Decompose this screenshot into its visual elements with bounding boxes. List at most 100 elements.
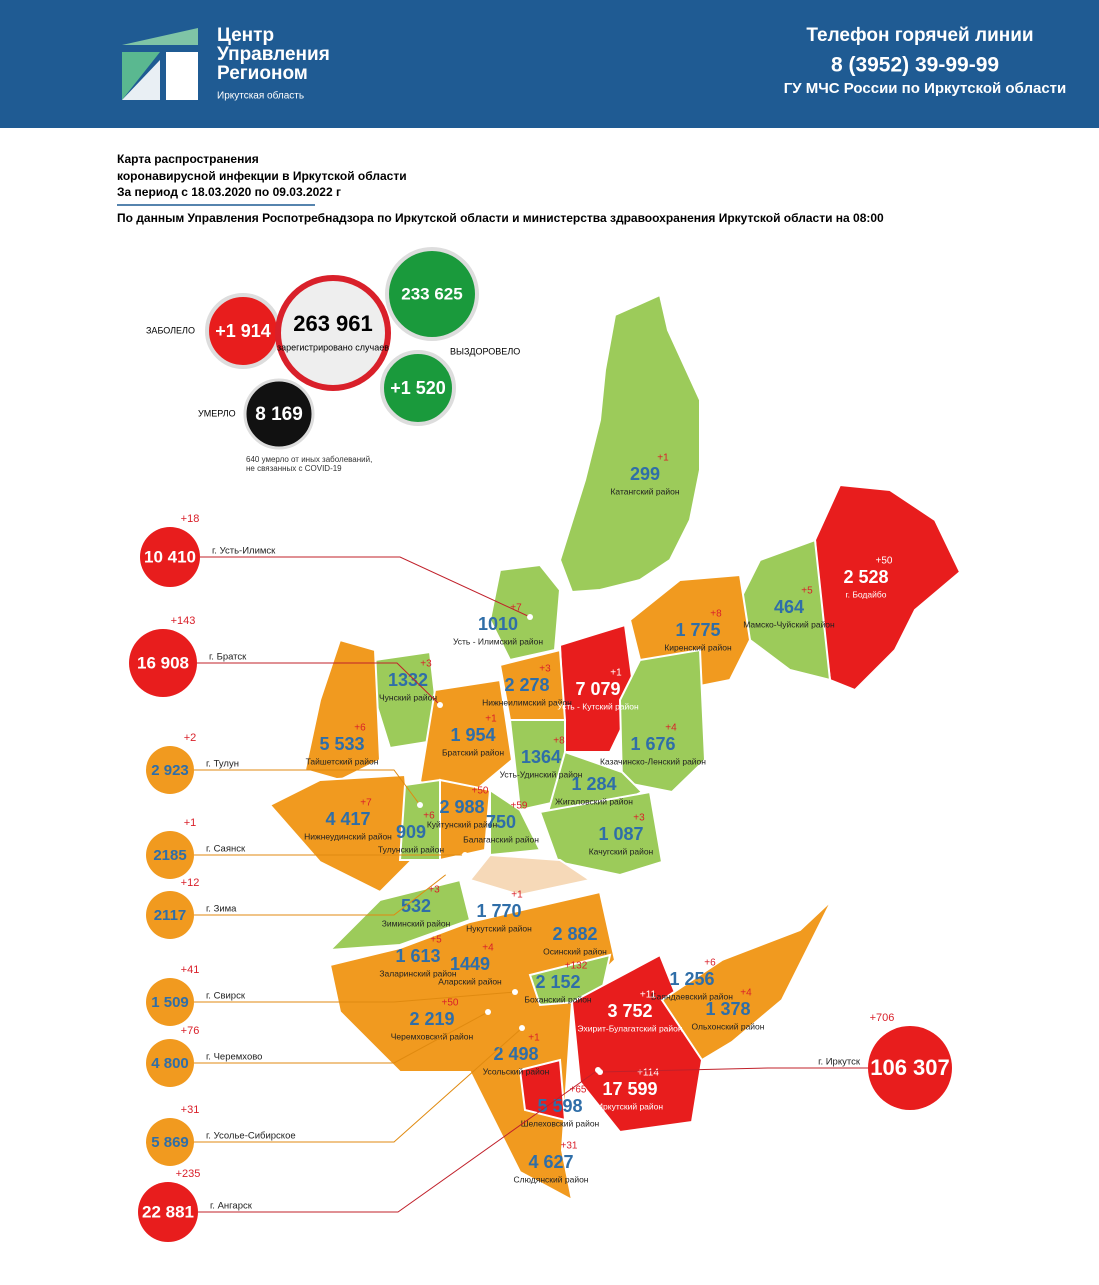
region-delta: +1 (485, 714, 497, 725)
region-delta: +4 (665, 723, 677, 734)
region-name: Боханский район (524, 994, 592, 1004)
label: УМЕРЛО (198, 408, 236, 418)
region-name: Казачинско-Ленский район (600, 756, 706, 766)
region-name: Нукутский район (466, 923, 532, 933)
region-value: 1449 (450, 954, 490, 974)
region-delta: +3 (420, 659, 432, 670)
recovered: 233 625 (401, 284, 462, 303)
hotline-phone: 8 (3952) 39-99-99 (831, 54, 999, 77)
region-name: г. Бодайбо (846, 589, 887, 599)
city-delta: +1 (184, 817, 197, 829)
region-value: 1 775 (675, 620, 720, 640)
died-note-box: 640 умерло от иных заболеваний, не связа… (246, 455, 373, 473)
logo-text: Регионом (217, 63, 308, 84)
died-note: 640 умерло от иных заболеваний, не связа… (246, 455, 373, 473)
region-value: 1364 (521, 747, 561, 767)
region-delta: +1 (657, 453, 669, 464)
total-circle (275, 275, 391, 391)
city-circle (146, 746, 194, 794)
recovered-circle (385, 247, 479, 341)
region-name: Заларинский район (379, 968, 456, 978)
leader-line (194, 1027, 523, 1143)
city-circle (140, 527, 200, 587)
region-name: Усть - Кутский район (557, 701, 639, 711)
hotline-title: Телефон горячей линии (806, 25, 1033, 46)
logo-sub: Иркутская область (217, 90, 304, 102)
region-value: 2 152 (535, 972, 580, 992)
hotline-org: ГУ МЧС России по Иркутской области (784, 80, 1066, 97)
city-delta: +12 (181, 877, 200, 889)
city-delta: +41 (181, 964, 200, 976)
region-delta: +4 (482, 943, 494, 954)
label: ЗАБОЛЕЛО (146, 325, 195, 335)
city-circle (146, 831, 194, 879)
region-value: 1 613 (395, 946, 440, 966)
region-delta: +6 (423, 811, 435, 822)
region-name: Жигаловский район (555, 796, 633, 806)
city-dot (519, 1025, 525, 1031)
region-name: Качугский район (589, 846, 654, 856)
city-value: 4 800 (151, 1055, 189, 1072)
city-value: 106 307 (870, 1055, 950, 1080)
total: 263 961 (293, 311, 373, 336)
region-delta: +7 (510, 603, 522, 614)
region-value: 3 752 (607, 1001, 652, 1021)
region-delta: +31 (561, 1141, 578, 1152)
region-delta: +5 (430, 935, 442, 946)
region-delta: +65 (570, 1085, 587, 1096)
region-name: Тулунский район (378, 844, 444, 854)
region-delta: +4 (740, 988, 752, 999)
region-name: Осинский район (543, 946, 607, 956)
region-name: Усть-Удинский район (500, 769, 583, 779)
region-name: Тайшетский район (306, 756, 379, 766)
leader-line (194, 872, 449, 916)
region-delta: +8 (710, 609, 722, 620)
leader-line (198, 1069, 599, 1213)
leader-line (200, 556, 531, 618)
logo-text: Центр (217, 25, 274, 46)
city-value: 16 908 (137, 653, 189, 672)
region-delta: +59 (511, 801, 528, 812)
region-delta: +7 (360, 798, 372, 809)
city-name: г. Черемхово (206, 1052, 262, 1063)
region-value: 2 988 (439, 797, 484, 817)
city-name: г. Усолье-Сибирское (206, 1131, 296, 1142)
region-value: 1 087 (598, 824, 643, 844)
region-name: Черемховский район (391, 1031, 474, 1041)
logo-icon (122, 28, 198, 100)
region-name: Киренский район (664, 642, 732, 652)
city-name: г. Ангарск (210, 1201, 253, 1212)
region-delta: +6 (704, 958, 716, 969)
city-dot (462, 852, 468, 858)
city-delta: +76 (181, 1025, 200, 1037)
city-value: 1 509 (151, 994, 189, 1011)
region-value: 2 882 (552, 924, 597, 944)
region-value: 5 598 (537, 1096, 582, 1116)
region-delta: +3 (428, 885, 440, 896)
region-delta: +8 (553, 736, 565, 747)
city-dot (445, 870, 451, 876)
region-value: 17 599 (602, 1079, 657, 1099)
region-value: 1332 (388, 670, 428, 690)
city-dot (437, 702, 443, 708)
city-value: 5 869 (151, 1134, 189, 1151)
city-dot (597, 1069, 603, 1075)
leader-line (194, 991, 516, 1003)
region-name: Усть - Илимский район (453, 636, 543, 646)
region-name: Нижнеудинский район (304, 831, 392, 841)
region-name: Эхирит-Булагатский район (577, 1023, 682, 1033)
region-name: Нижнеилимский район (482, 697, 572, 707)
region-value: 2 498 (493, 1044, 538, 1064)
city-name: г. Свирск (206, 991, 246, 1002)
region-name: Баяндаевский район (651, 991, 733, 1001)
city-dot (417, 802, 423, 808)
leader-line (194, 769, 421, 806)
city-name: г. Братск (209, 652, 247, 663)
total-caption: зарегистрировано случаев (277, 342, 389, 352)
sick-delta: +1 914 (215, 321, 271, 341)
region-value: 1 256 (669, 969, 714, 989)
summary: ЗАБОЛЕЛО +1 914 263 961 зарегистрировано… (146, 247, 520, 473)
leader-line (194, 1011, 489, 1064)
